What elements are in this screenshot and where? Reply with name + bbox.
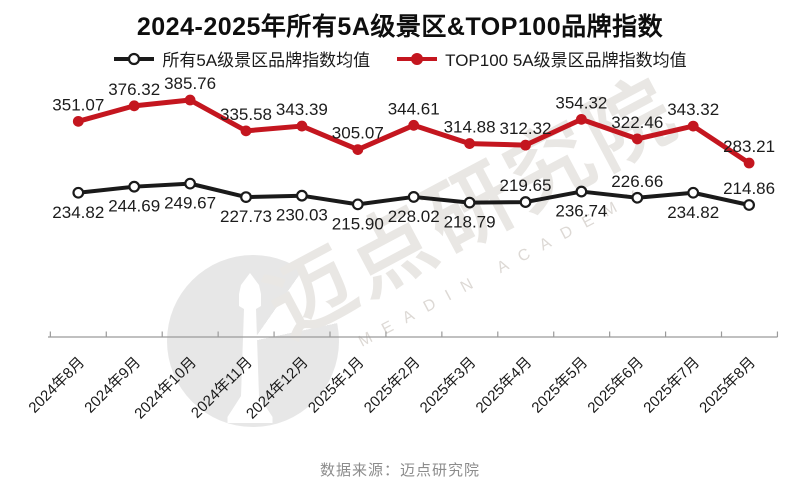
data-label: 244.69 [108,197,160,216]
x-axis-label: 2025年1月 [305,354,368,417]
chart-title: 2024-2025年所有5A级景区&TOP100品牌指数 [136,13,664,41]
data-point-marker [128,180,141,193]
data-label: 215.90 [332,214,384,233]
data-point-marker [687,186,700,199]
data-point-marker [184,94,196,106]
x-axis-label: 2025年2月 [361,354,424,417]
data-label: 283.21 [723,137,775,156]
data-point-marker [520,139,531,151]
data-point-marker [240,191,252,204]
x-axis-label: 2025年8月 [696,354,759,417]
data-label: 376.32 [108,80,160,99]
data-label: 312.32 [500,119,552,138]
data-point-marker [519,196,532,208]
data-point-marker [72,115,84,127]
legend-marker-open-circle-icon [114,52,155,65]
data-label: 249.67 [164,194,216,213]
data-label: 322.46 [611,113,663,132]
data-label: 343.39 [276,100,328,119]
x-axis-label: 2025年3月 [417,354,480,417]
data-label: 218.79 [444,213,496,232]
x-axis-label: 2025年6月 [584,354,647,417]
data-point-marker [296,120,308,132]
data-label: 214.86 [723,179,775,198]
data-point-marker [631,133,643,145]
data-label: 351.07 [52,95,104,114]
legend-label-top100: TOP100 5A级景区品牌指数均值 [445,51,687,70]
data-label: 234.82 [667,203,719,222]
data-point-marker [575,185,588,198]
data-label: 219.65 [500,176,552,195]
data-label: 234.82 [52,203,104,222]
data-point-marker [464,138,475,149]
x-axis-label: 2025年4月 [473,354,536,417]
data-point-marker [743,199,755,211]
data-label: 344.61 [388,99,440,118]
data-label: 385.76 [164,74,216,93]
data-label: 230.03 [276,206,328,225]
data-point-marker [576,113,587,125]
data-point-marker [407,191,420,203]
data-point-marker [296,189,308,202]
data-label: 314.88 [444,118,496,137]
data-point-marker [352,144,364,155]
chart-legend: 所有5A级景区品牌指数均值 TOP100 5A级景区品牌指数均值 [0,46,800,71]
data-label: 343.32 [667,100,719,119]
data-label: 354.32 [555,93,607,112]
data-point-marker [184,177,197,190]
data-label: 226.66 [611,172,663,191]
data-point-marker [128,100,140,112]
x-axis-label: 2024年8月 [25,354,88,417]
legend-marker-filled-circle-icon [397,52,438,65]
data-point-marker [351,198,364,211]
data-label: 227.73 [220,207,272,226]
data-point-marker [240,125,252,137]
legend-label-all-5a: 所有5A级景区品牌指数均值 [162,51,371,70]
x-axis-label: 2025年5月 [528,354,591,417]
x-axis-label: 2025年7月 [640,354,703,417]
data-point-marker [463,196,476,209]
data-point-marker [408,119,420,131]
data-label: 335.58 [220,105,272,124]
data-point-marker [72,186,85,199]
data-point-marker [687,120,699,132]
data-source-note: 数据来源：迈点研究院 [319,462,480,479]
data-label: 236.74 [555,202,607,221]
data-label: 228.02 [388,207,440,226]
legend-item-top100: TOP100 5A级景区品牌指数均值 [396,46,687,71]
data-label: 305.07 [332,124,384,143]
legend-item-all-5a: 所有5A级景区品牌指数均值 [113,46,370,71]
data-point-marker [743,157,755,169]
data-point-marker [631,191,644,204]
